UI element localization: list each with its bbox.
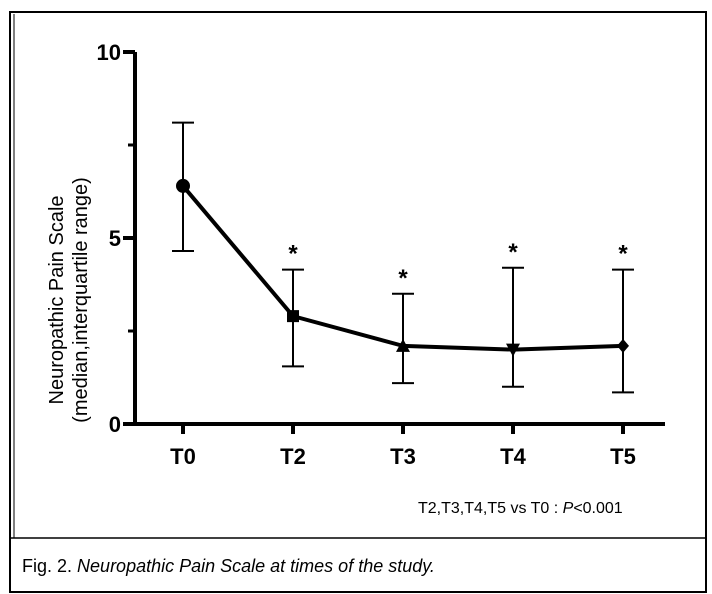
significance-mark: * xyxy=(618,241,628,268)
note-value: <0.001 xyxy=(573,500,622,517)
x-tick-label: T4 xyxy=(500,444,526,469)
marker xyxy=(506,343,520,357)
error-bar xyxy=(612,268,634,394)
significance-mark: * xyxy=(508,239,518,266)
y-axis-label: (median,interquartile range) xyxy=(70,177,92,423)
x-tick-label: T0 xyxy=(170,444,196,469)
y-tick-label: 10 xyxy=(97,40,121,65)
caption-label: Fig. 2. xyxy=(22,556,72,576)
significance-mark: * xyxy=(398,265,408,292)
caption: Fig. 2. Neuropathic Pain Scale at times … xyxy=(22,556,435,576)
significance-mark: * xyxy=(288,241,298,268)
marker xyxy=(396,338,410,352)
note-p: P xyxy=(563,500,574,517)
y-axis-label: Neuropathic Pain Scale xyxy=(46,195,68,404)
x-tick-label: T2 xyxy=(280,444,306,469)
marker xyxy=(176,178,190,193)
y-tick-label: 5 xyxy=(109,226,121,251)
figure-border xyxy=(9,11,707,593)
note-text: T2,T3,T4,T5 vs T0 : xyxy=(418,500,563,517)
error-bar xyxy=(502,266,524,388)
error-bar xyxy=(392,292,414,385)
marker xyxy=(617,338,629,353)
x-tick-label: T5 xyxy=(610,444,636,469)
note: T2,T3,T4,T5 vs T0 : P<0.001 xyxy=(418,500,623,517)
marker xyxy=(287,310,299,323)
y-tick-label: 0 xyxy=(109,412,121,437)
caption-text: Neuropathic Pain Scale at times of the s… xyxy=(77,556,435,576)
x-tick-label: T3 xyxy=(390,444,416,469)
